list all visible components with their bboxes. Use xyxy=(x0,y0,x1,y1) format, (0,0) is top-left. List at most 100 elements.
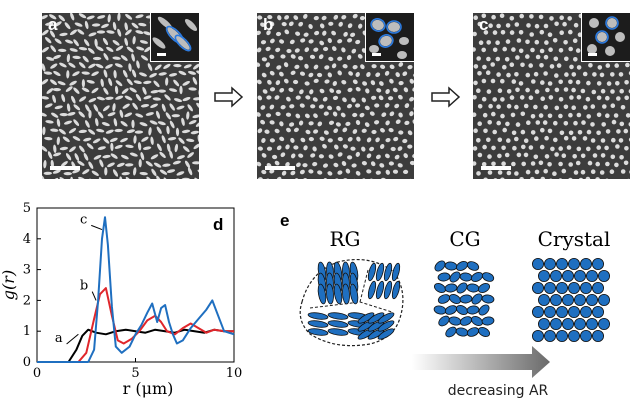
x-tick-label: 5 xyxy=(131,366,139,381)
particle xyxy=(289,104,295,109)
particle xyxy=(77,160,85,166)
particle xyxy=(481,162,487,167)
particle xyxy=(369,111,375,116)
particle xyxy=(496,23,501,29)
particle xyxy=(70,176,74,179)
particle xyxy=(323,111,329,116)
particle xyxy=(590,104,596,109)
particle xyxy=(600,138,606,143)
particle xyxy=(257,177,263,179)
label-crystal: Crystal xyxy=(538,227,611,251)
particle xyxy=(135,30,144,35)
particle xyxy=(629,170,630,174)
particle xyxy=(44,136,53,141)
particle xyxy=(101,23,109,29)
particle xyxy=(623,128,629,134)
particle xyxy=(380,143,385,150)
particle xyxy=(288,87,294,92)
particle xyxy=(144,46,152,53)
particle xyxy=(124,37,129,46)
particle xyxy=(74,22,83,27)
particle xyxy=(78,13,87,19)
particle xyxy=(116,162,125,168)
particle xyxy=(96,96,106,101)
particle xyxy=(269,169,275,174)
inset-outline xyxy=(605,16,619,30)
particle xyxy=(124,112,133,118)
particle xyxy=(284,15,290,20)
particle xyxy=(84,20,89,30)
particle xyxy=(352,64,358,70)
particle xyxy=(78,62,86,69)
particle xyxy=(552,171,557,176)
particle xyxy=(534,39,540,45)
particle xyxy=(304,81,310,86)
particle xyxy=(42,126,46,135)
particle xyxy=(341,161,347,166)
particle xyxy=(378,95,384,101)
particle xyxy=(280,54,286,59)
ellipse-particle xyxy=(537,294,550,307)
particle xyxy=(605,178,609,179)
particle xyxy=(578,177,583,179)
ellipse-particle xyxy=(459,272,473,282)
particle xyxy=(539,29,545,35)
particle xyxy=(302,163,308,168)
particle xyxy=(125,144,134,148)
particle xyxy=(323,130,329,135)
particle xyxy=(269,87,276,92)
particle xyxy=(96,128,105,133)
particle xyxy=(260,105,266,110)
particle xyxy=(150,154,159,160)
particle xyxy=(351,163,357,168)
particle xyxy=(50,45,57,53)
particle xyxy=(380,64,386,69)
particle xyxy=(554,87,560,93)
particle xyxy=(92,56,102,61)
particle xyxy=(412,119,414,125)
particle xyxy=(487,120,492,125)
particle xyxy=(299,71,306,76)
particle xyxy=(333,14,339,20)
particle xyxy=(196,102,199,110)
particle xyxy=(139,122,148,127)
particle xyxy=(187,104,193,112)
particle xyxy=(486,40,491,45)
particle xyxy=(96,30,106,34)
particle xyxy=(586,129,592,135)
particle xyxy=(310,153,316,158)
particle xyxy=(497,153,502,159)
particle xyxy=(613,113,619,118)
particle xyxy=(525,72,531,78)
particle xyxy=(596,130,601,136)
particle xyxy=(327,138,333,143)
ellipse-particle xyxy=(573,294,586,307)
particle xyxy=(413,168,414,174)
particle xyxy=(261,138,266,143)
particle xyxy=(260,22,266,27)
particle xyxy=(280,152,286,158)
particle xyxy=(66,70,70,79)
particle xyxy=(161,103,166,112)
particle xyxy=(481,96,487,102)
particle xyxy=(299,103,305,108)
particle xyxy=(107,14,111,23)
particle xyxy=(580,169,586,175)
particle xyxy=(605,129,611,134)
particle xyxy=(148,127,152,136)
particle xyxy=(347,87,353,93)
particle xyxy=(327,171,333,176)
particle xyxy=(101,122,110,127)
particle xyxy=(133,167,137,176)
particle xyxy=(86,143,94,150)
particle xyxy=(502,127,507,133)
particle xyxy=(182,81,191,86)
particle xyxy=(298,56,304,61)
label-leader xyxy=(91,224,103,231)
particle xyxy=(132,102,138,110)
particle xyxy=(605,161,610,167)
particle xyxy=(409,96,414,102)
ellipse-particle xyxy=(573,270,586,283)
particle xyxy=(42,96,49,100)
particle xyxy=(385,89,390,94)
